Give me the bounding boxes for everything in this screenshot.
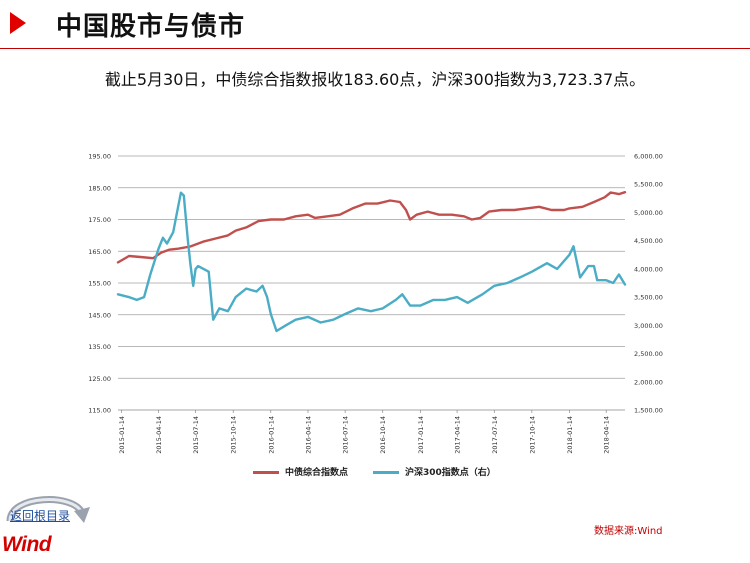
x-tick-label: 2017-04-14 [454, 416, 462, 454]
y-left-tick-label: 145.00 [88, 311, 111, 319]
legend-swatch-stock [373, 471, 399, 474]
title-bar: 中国股市与债市 [0, 0, 750, 49]
back-to-root-button[interactable]: 返回根目录 [4, 491, 92, 557]
x-tick-label: 2018-01-14 [566, 416, 574, 454]
y-left-tick-label: 175.00 [88, 216, 111, 224]
x-tick-label: 2015-10-14 [230, 416, 238, 454]
y-right-tick-label: 5,500.00 [634, 181, 663, 189]
x-tick-label: 2018-04-14 [603, 416, 611, 454]
y-right-tick-label: 3,500.00 [634, 294, 663, 302]
y-left-tick-label: 125.00 [88, 375, 111, 383]
back-to-root-label: 返回根目录 [10, 509, 71, 523]
y-left-tick-label: 155.00 [88, 280, 111, 288]
y-right-tick-label: 5,000.00 [634, 209, 663, 217]
dual-axis-line-chart: 115.00 125.00 135.00 145.00 155.00 165.00 175.… [88, 153, 663, 454]
x-tick-label: 2016-01-14 [267, 416, 275, 454]
x-tick-label: 2015-07-14 [192, 416, 200, 454]
curved-return-arrow-icon [6, 496, 90, 523]
y-right-tick-label: 2,500.00 [634, 350, 663, 358]
series-line-csi300-index [116, 191, 627, 333]
y-left-tick-label: 115.00 [88, 407, 111, 415]
y-left-tick-label: 165.00 [88, 248, 111, 256]
x-tick-label: 2015-04-14 [155, 416, 163, 454]
play-arrow-icon [10, 12, 26, 34]
wind-logo: Wind [2, 533, 52, 556]
x-tick-label: 2015-01-14 [118, 416, 126, 454]
page-title: 中国股市与债市 [56, 12, 246, 42]
x-tick-label: 2016-04-14 [304, 416, 312, 454]
y-right-tick-label: 1,500.00 [634, 407, 663, 415]
legend-label-bond: 中债综合指数点 [285, 468, 349, 478]
x-tick-label: 2016-07-14 [342, 416, 350, 454]
y-right-tick-label: 4,000.00 [634, 265, 663, 273]
legend-swatch-bond [253, 471, 279, 474]
legend-item-bond: 中债综合指数点 [253, 466, 348, 480]
y-left-tick-label: 195.00 [88, 153, 111, 161]
x-tick-label: 2017-07-14 [491, 416, 499, 454]
y-left-tick-label: 185.00 [88, 184, 111, 192]
x-tick-label: 2017-01-14 [417, 416, 425, 454]
data-source-note: 数据来源:Wind [594, 526, 663, 537]
y-left-tick-label: 135.00 [88, 343, 111, 351]
summary-text: 截止5月30日，中债综合指数报收183.60点，沪深300指数为3,723.37… [104, 70, 646, 89]
series-line-bond-index [116, 191, 627, 264]
legend-item-stock: 沪深300指数点（右） [373, 466, 496, 480]
y-right-tick-label: 3,000.00 [634, 322, 663, 330]
y-right-tick-label: 6,000.00 [634, 153, 663, 161]
x-tick-label: 2017-10-14 [528, 416, 536, 454]
legend-label-stock: 沪深300指数点（右） [405, 468, 496, 478]
y-right-tick-label: 2,000.00 [634, 378, 663, 386]
x-tick-label: 2016-10-14 [379, 416, 387, 454]
y-right-tick-label: 4,500.00 [634, 237, 663, 245]
